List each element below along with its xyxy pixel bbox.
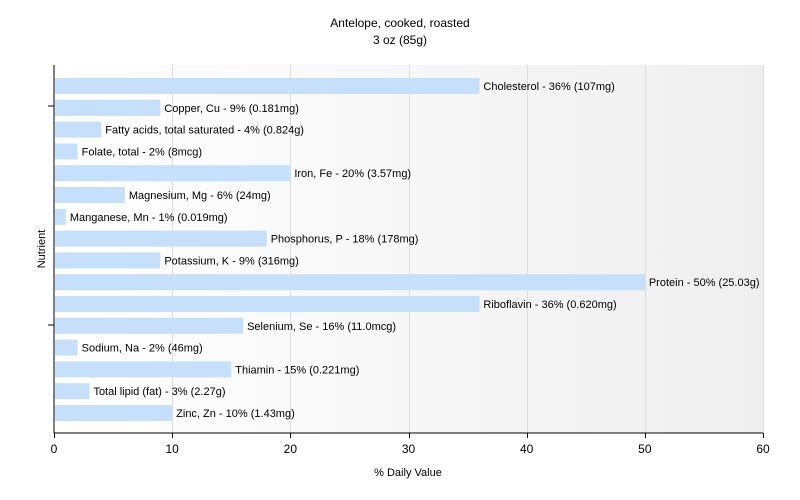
bar — [55, 361, 232, 378]
bar — [55, 230, 267, 247]
bar — [55, 143, 78, 160]
bar-label: Total lipid (fat) - 3% (2.27g) — [93, 386, 225, 398]
bar-label: Potassium, K - 9% (316mg) — [164, 255, 299, 267]
bar — [55, 99, 161, 116]
bar-label: Zinc, Zn - 10% (1.43mg) — [176, 408, 295, 420]
bar — [55, 252, 161, 269]
bar-label: Fatty acids, total saturated - 4% (0.824… — [105, 125, 304, 137]
x-tick-label: 30 — [402, 442, 416, 456]
bar-label: Cholesterol - 36% (107mg) — [483, 81, 614, 93]
bar — [55, 274, 645, 291]
bar-label: Iron, Fe - 20% (3.57mg) — [294, 168, 411, 180]
x-tick-label: 20 — [284, 442, 298, 456]
x-ticks: 0 10 20 30 40 50 60 — [51, 433, 770, 456]
y-axis-label: Nutrient — [36, 230, 48, 269]
x-tick-label: 40 — [520, 442, 534, 456]
bar-label: Copper, Cu - 9% (0.181mg) — [164, 103, 299, 115]
x-axis-label: % Daily Value — [374, 467, 442, 479]
bar-label: Manganese, Mn - 1% (0.019mg) — [70, 212, 228, 224]
x-tick-label: 50 — [638, 442, 652, 456]
bar — [55, 317, 244, 334]
bar-label: Magnesium, Mg - 6% (24mg) — [129, 190, 271, 202]
bar-label: Phosphorus, P - 18% (178mg) — [271, 234, 419, 246]
bar-label: Protein - 50% (25.03g) — [649, 277, 760, 289]
bars: Cholesterol - 36% (107mg) Copper, Cu - 9%… — [55, 78, 760, 421]
bar — [55, 383, 90, 400]
chart-title: Antelope, cooked, roasted — [330, 16, 469, 30]
bar-label: Folate, total - 2% (8mcg) — [82, 146, 202, 158]
bar — [55, 187, 125, 203]
plot-background — [54, 65, 763, 433]
bar-label: Sodium, Na - 2% (46mg) — [82, 343, 203, 355]
x-tick-label: 60 — [756, 442, 770, 456]
bar-label: Thiamin - 15% (0.221mg) — [235, 364, 359, 376]
x-tick-label: 10 — [165, 442, 179, 456]
bar-label: Selenium, Se - 16% (11.0mcg) — [247, 321, 396, 333]
bar — [55, 208, 66, 225]
bar — [55, 296, 480, 312]
bar — [55, 78, 480, 94]
bar — [55, 405, 173, 421]
bar — [55, 165, 291, 182]
x-tick-label: 0 — [51, 442, 58, 456]
chart-subtitle: 3 oz (85g) — [373, 33, 427, 47]
bar-label: Riboflavin - 36% (0.620mg) — [483, 299, 616, 311]
bar — [55, 339, 78, 356]
bar — [55, 121, 102, 138]
